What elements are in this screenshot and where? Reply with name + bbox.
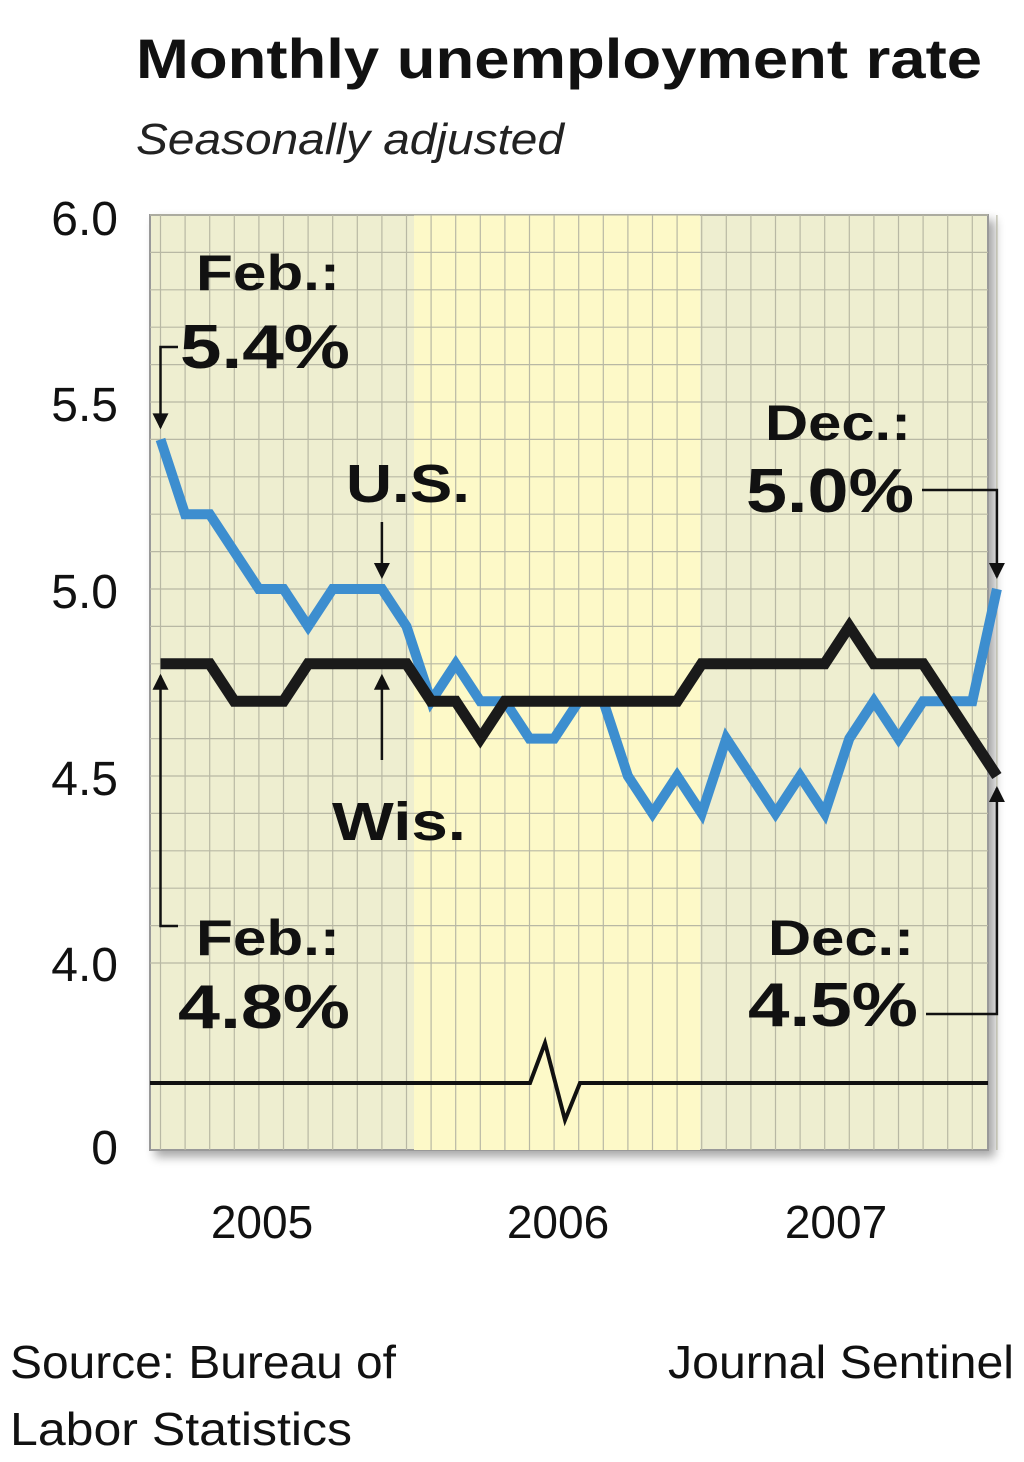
arrow-head: [988, 786, 1005, 802]
year-shade-band: [414, 215, 700, 1150]
arrow-line: [922, 488, 999, 577]
us-series-label: U.S.: [346, 454, 470, 514]
arrow-head: [152, 673, 169, 690]
wis-series-label: Wis.: [332, 792, 466, 852]
annotations: Feb.: 5.4% U.S. Dec.: 5.0% Wis. Feb.: 4.…: [178, 245, 918, 1042]
us-end-value-label: 5.0%: [746, 457, 914, 526]
chart-title: Monthly unemployment rate: [136, 27, 982, 90]
series-lines: [155, 437, 1002, 825]
us-start-month-label: Feb.:: [196, 245, 340, 301]
arrow-line: [159, 345, 178, 428]
wis-start-value-label: 4.8%: [178, 973, 350, 1042]
y-tick-label: 5.5: [51, 379, 118, 432]
annotation-arrows: [152, 345, 1005, 1016]
publisher-credit: Journal Sentinel: [668, 1336, 1014, 1388]
arrow-line: [926, 788, 999, 1016]
y-tick-label: 0: [91, 1122, 118, 1175]
wis-end-month-label: Dec.:: [768, 910, 914, 966]
footer: Source: Bureau of Labor Statistics Journ…: [10, 1336, 1014, 1455]
y-tick-label: 4.0: [51, 939, 118, 992]
arrow-head: [988, 563, 1005, 579]
x-year-label: 2005: [211, 1196, 313, 1248]
y-tick-label: 4.5: [51, 753, 118, 806]
y-tick-label: 6.0: [51, 193, 118, 246]
wis-start-month-label: Feb.:: [196, 910, 340, 966]
arrow-head: [152, 413, 169, 430]
source-line-1: Source: Bureau of: [10, 1336, 396, 1388]
us-start-value-label: 5.4%: [180, 313, 350, 382]
y-tick-label: 5.0: [51, 566, 118, 619]
y-axis-tick-labels: 6.0 5.5 5.0 4.5 4.0 0: [51, 193, 118, 1175]
axis-break-line: [150, 1036, 988, 1127]
source-line-2: Labor Statistics: [10, 1403, 352, 1455]
arrow-line: [159, 675, 178, 928]
x-year-label: 2006: [507, 1196, 609, 1248]
us-end-month-label: Dec.:: [765, 395, 911, 451]
series-wis: [160, 616, 1002, 780]
x-axis-year-labels: 2005 2006 2007: [211, 1196, 887, 1248]
x-year-label: 2007: [785, 1196, 887, 1248]
axis-break: [150, 1036, 988, 1127]
wis-end-value-label: 4.5%: [748, 971, 918, 1040]
arrow-head: [373, 563, 390, 579]
arrow-head: [373, 673, 390, 690]
chart-subtitle: Seasonally adjusted: [136, 115, 566, 164]
